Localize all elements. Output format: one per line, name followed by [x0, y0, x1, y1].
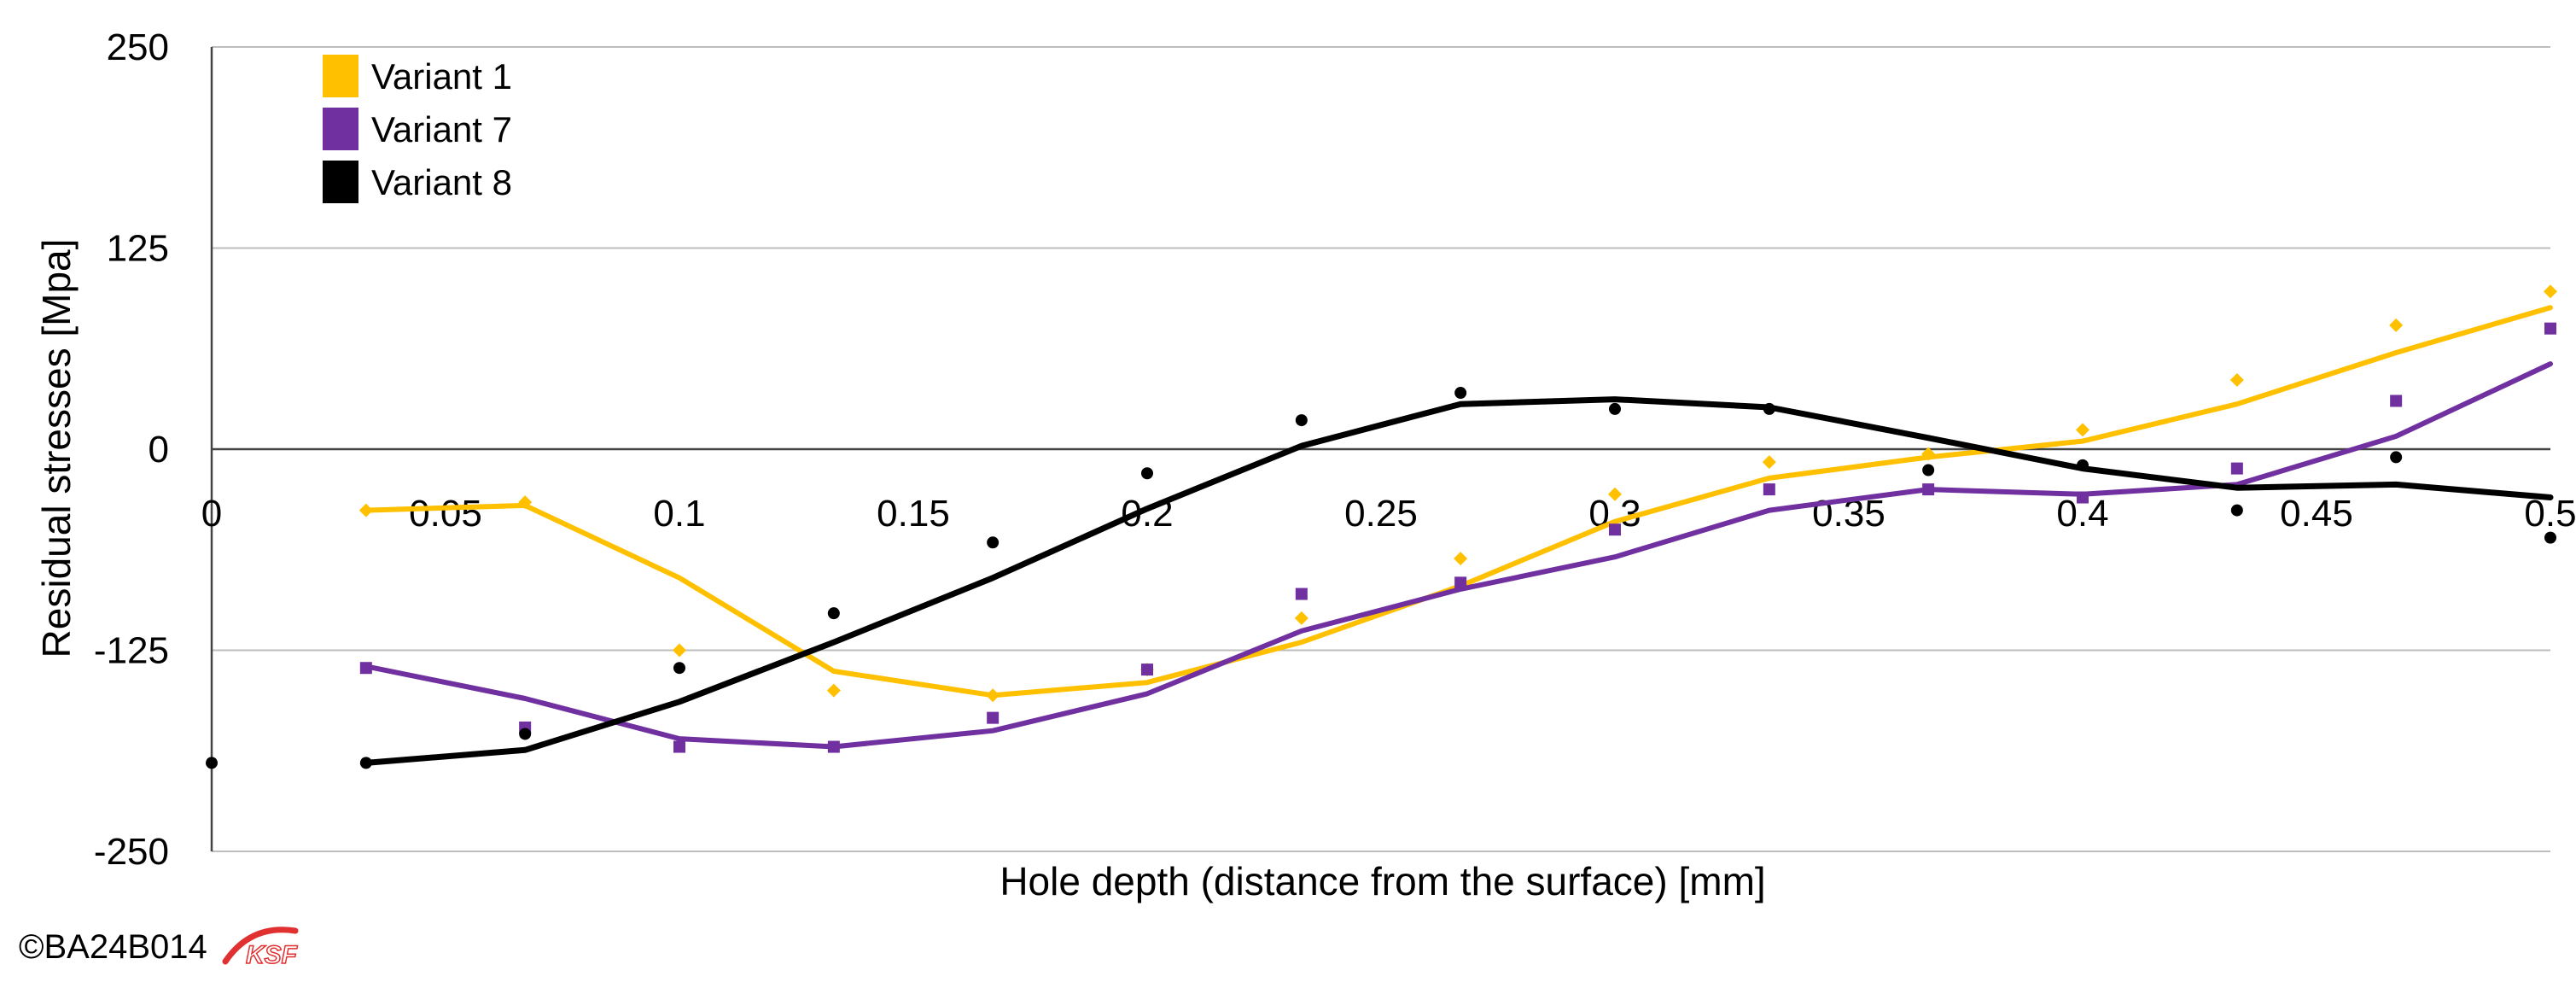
data-point — [206, 757, 218, 769]
copyright-footer: ©BA24B014 KSF — [19, 922, 299, 970]
legend-label: Variant 1 — [371, 56, 512, 96]
logo-text: KSF — [246, 941, 298, 969]
data-point — [826, 683, 841, 698]
data-point — [1763, 402, 1775, 415]
data-series — [206, 284, 2557, 769]
x-tick-label: 0.05 — [409, 493, 482, 535]
y-tick-label: -250 — [94, 831, 169, 873]
data-point — [987, 536, 1000, 549]
data-point — [1295, 588, 1308, 600]
data-point — [1921, 447, 1936, 461]
data-point — [2229, 372, 2244, 387]
legend-swatch — [323, 161, 358, 203]
data-point — [2230, 504, 2243, 517]
data-point — [2076, 423, 2089, 437]
data-point — [359, 757, 372, 769]
data-point — [1609, 402, 1621, 415]
data-point — [2390, 395, 2403, 407]
data-point — [986, 688, 1000, 703]
data-point — [2230, 462, 2243, 475]
data-point — [1609, 523, 1621, 536]
legend-swatch — [323, 108, 358, 150]
trend-line — [363, 396, 2554, 766]
series-variant-8 — [206, 387, 2556, 769]
data-point — [1295, 414, 1308, 427]
y-axis-title: Residual stresses [Mpa] — [34, 239, 79, 658]
data-point — [518, 495, 533, 510]
data-point — [1922, 483, 1935, 496]
data-point — [673, 643, 686, 658]
data-point — [1454, 576, 1467, 589]
x-tick-label: 0.1 — [653, 493, 705, 535]
data-point — [1141, 467, 1153, 480]
legend-label: Variant 7 — [371, 109, 512, 149]
data-point — [1762, 455, 1776, 470]
y-axis-ticks: 250 125 0 -125 -250 — [94, 26, 169, 873]
logo-swoosh — [222, 927, 299, 965]
copyright-text: ©BA24B014 — [19, 928, 207, 966]
data-point — [519, 728, 532, 740]
y-tick-label: -125 — [94, 630, 169, 672]
x-tick-label: 0.15 — [877, 493, 950, 535]
data-point — [673, 740, 685, 753]
data-point — [2390, 451, 2403, 464]
x-axis-title: Hole depth (distance from the surface) [… — [1000, 859, 1765, 903]
data-point — [1294, 611, 1308, 625]
legend: Variant 1 Variant 7 Variant 8 — [323, 55, 512, 203]
data-point — [1454, 387, 1467, 400]
data-point — [1454, 552, 1468, 566]
data-point — [1141, 664, 1153, 676]
y-tick-label: 0 — [149, 429, 169, 471]
trend-line — [363, 361, 2553, 750]
x-tick-label: 0.45 — [2280, 493, 2353, 535]
data-point — [2544, 322, 2556, 335]
ksf-logo: KSF — [222, 927, 299, 970]
data-point — [2389, 318, 2404, 332]
x-tick-label: 0 — [201, 493, 222, 535]
y-tick-label: 125 — [107, 228, 169, 270]
data-point — [827, 740, 840, 753]
data-point — [1922, 464, 1935, 476]
data-point — [1763, 483, 1775, 496]
data-point — [987, 711, 1000, 724]
data-point — [827, 607, 840, 620]
series-variant-7 — [359, 322, 2556, 753]
data-point — [2077, 491, 2089, 504]
data-point — [673, 662, 685, 675]
y-tick-label: 250 — [107, 26, 169, 68]
data-point — [2077, 459, 2089, 471]
legend-swatch — [323, 55, 358, 97]
data-point — [359, 662, 372, 675]
data-point — [2544, 284, 2557, 299]
data-point — [1608, 487, 1622, 501]
x-axis-ticks: 0 0.05 0.1 0.15 0.2 0.25 0.3 0.35 0.4 0.45 0.5 — [201, 493, 2576, 535]
data-point — [2544, 531, 2556, 544]
x-tick-label: 0.25 — [1344, 493, 1418, 535]
grid-lines — [212, 46, 2550, 852]
legend-label: Variant 8 — [371, 162, 512, 202]
data-point — [358, 503, 373, 517]
